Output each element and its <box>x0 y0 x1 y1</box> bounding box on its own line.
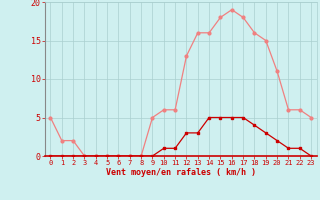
X-axis label: Vent moyen/en rafales ( km/h ): Vent moyen/en rafales ( km/h ) <box>106 168 256 177</box>
